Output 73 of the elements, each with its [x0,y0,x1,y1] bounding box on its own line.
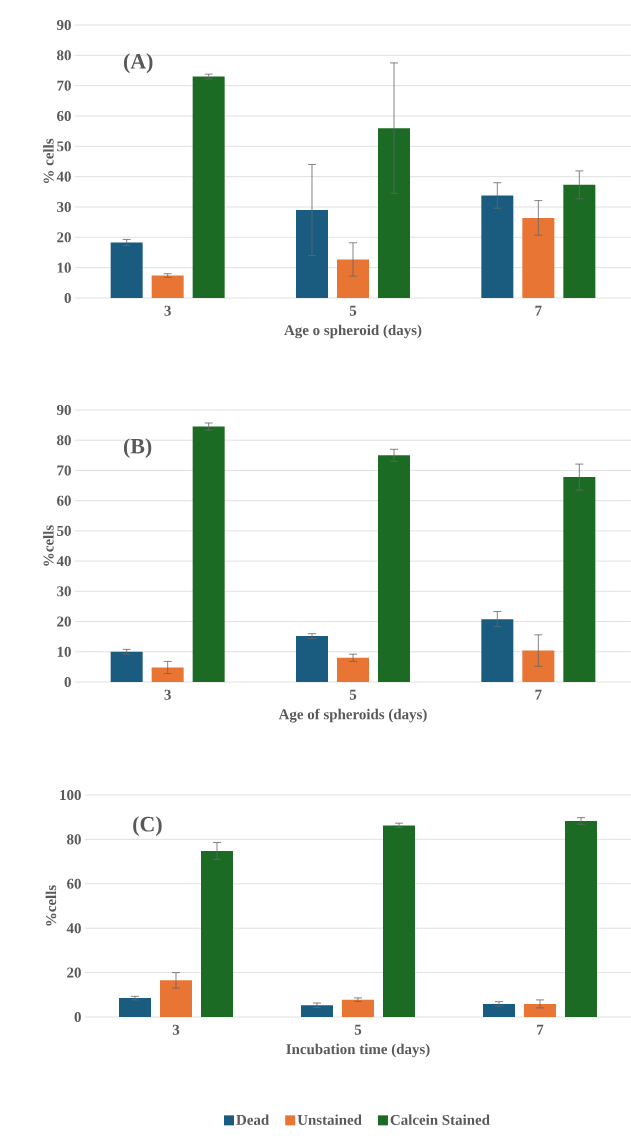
y-tick-label: 50 [57,141,71,152]
x-tick-label: 5 [349,689,357,700]
y-tick-label: 60 [57,110,71,122]
bar [383,825,415,1017]
y-tick-label: 10 [57,262,71,273]
y-tick-label: 80 [57,50,71,61]
y-tick-label: 60 [67,878,81,889]
y-tick-label: 50 [57,525,71,536]
y-axis-title: %cells [45,885,57,926]
bar [522,650,555,682]
bar [192,426,225,682]
bar [483,1003,515,1017]
y-tick-label: 80 [57,435,71,446]
bar [110,242,143,298]
y-tick-label: 0 [64,292,71,304]
bar [119,998,151,1017]
y-tick-label: 90 [56,19,71,31]
bar [378,455,410,682]
x-tick-label: 7 [535,689,542,700]
y-tick-label: 0 [74,1011,81,1023]
x-tick-label: 5 [354,1024,362,1035]
bar [160,980,192,1017]
y-tick-label: 20 [57,232,71,243]
x-tick-label: 3 [172,1024,180,1035]
bar [565,820,597,1017]
legend-label: Calcein Stained [390,1114,490,1125]
y-tick-label: 20 [57,616,71,627]
y-tick-label: 70 [57,80,71,91]
bar [522,217,555,298]
bar [481,619,514,682]
bar [481,195,514,298]
bar [378,128,410,298]
bar [301,1005,333,1017]
x-tick-label: 7 [537,1024,544,1035]
y-tick-label: 10 [57,646,71,657]
legend-label: Dead [236,1114,270,1125]
y-tick-label: 40 [66,923,81,934]
bar [151,667,184,682]
bar [296,636,328,682]
annotation: (A) [123,53,153,74]
y-tick-label: 0 [64,676,71,688]
annotation: (B) [123,438,152,459]
bar [337,657,369,682]
y-tick-label: 90 [56,404,71,416]
y-tick-label: 40 [56,556,71,567]
bar [151,275,184,298]
x-tick-label: 5 [349,305,357,316]
annotation: (C) [133,816,162,837]
x-axis-title: Incubation time (days) [286,1043,430,1058]
y-tick-label: 40 [56,171,71,182]
x-tick-label: 7 [535,305,542,316]
y-tick-label: 30 [57,201,71,213]
bar [337,259,369,298]
bar [110,651,143,682]
bar [201,850,233,1017]
bar [342,999,374,1017]
y-tick-label: 80 [67,834,81,845]
x-tick-label: 3 [164,305,171,316]
legend-label: Unstained [297,1114,362,1125]
y-axis-title: % cells [43,138,54,183]
bar [192,76,225,298]
y-tick-label: 20 [67,967,81,978]
x-axis-title: Age of spheroids (days) [278,708,427,723]
bar [563,184,596,298]
bar [524,1003,556,1017]
y-axis-title: %cells [43,525,54,566]
y-tick-label: 100 [60,789,81,801]
x-tick-label: 3 [164,689,171,700]
y-tick-label: 70 [57,465,71,476]
bar [563,477,596,682]
x-axis-title: Age o spheroid (days) [284,324,422,339]
y-tick-label: 30 [57,586,71,597]
y-tick-label: 60 [57,495,71,506]
